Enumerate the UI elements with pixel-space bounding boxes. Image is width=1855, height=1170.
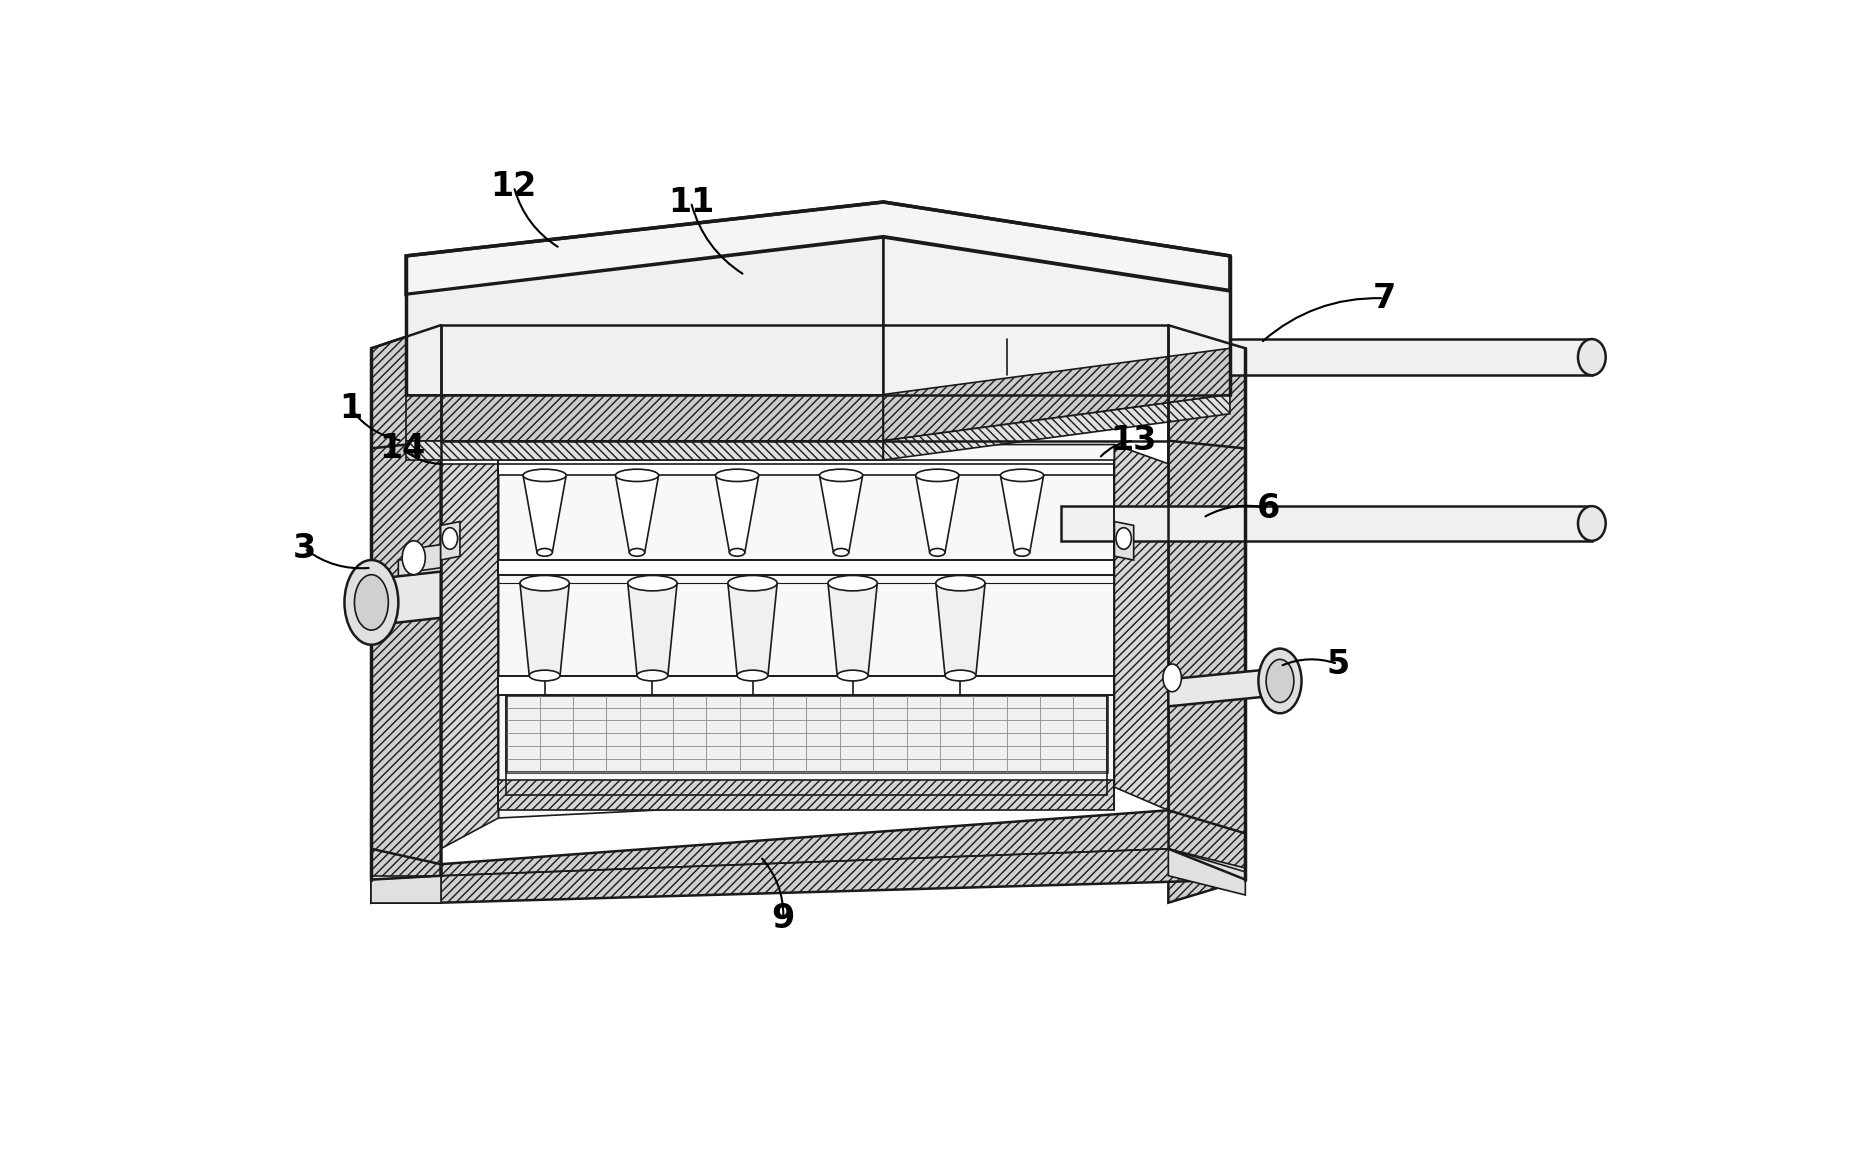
Text: 9: 9 <box>772 902 794 935</box>
Text: 7: 7 <box>1371 282 1395 315</box>
Polygon shape <box>1167 668 1284 707</box>
Polygon shape <box>523 475 566 552</box>
Ellipse shape <box>629 549 644 556</box>
Polygon shape <box>499 560 1113 576</box>
Text: 6: 6 <box>1256 491 1280 525</box>
Polygon shape <box>406 236 883 394</box>
Ellipse shape <box>627 576 677 591</box>
Polygon shape <box>883 236 1230 394</box>
Polygon shape <box>506 695 1106 772</box>
Polygon shape <box>627 583 677 675</box>
Polygon shape <box>1167 325 1245 448</box>
Ellipse shape <box>929 549 944 556</box>
Ellipse shape <box>1000 469 1043 482</box>
Ellipse shape <box>523 469 566 482</box>
Polygon shape <box>371 325 440 448</box>
Ellipse shape <box>1577 339 1605 376</box>
Polygon shape <box>1000 475 1043 552</box>
Ellipse shape <box>827 576 877 591</box>
Ellipse shape <box>1265 660 1293 702</box>
Polygon shape <box>499 779 1113 811</box>
Ellipse shape <box>820 469 863 482</box>
Polygon shape <box>1167 848 1245 895</box>
Polygon shape <box>1059 507 1592 541</box>
Polygon shape <box>519 583 569 675</box>
Text: 12: 12 <box>490 170 536 204</box>
Ellipse shape <box>833 549 848 556</box>
Polygon shape <box>935 583 985 675</box>
Polygon shape <box>499 675 1113 695</box>
Polygon shape <box>414 545 440 572</box>
Ellipse shape <box>736 670 768 681</box>
Polygon shape <box>406 202 1230 295</box>
Polygon shape <box>827 583 877 675</box>
Polygon shape <box>716 475 759 552</box>
Ellipse shape <box>345 560 399 645</box>
Ellipse shape <box>529 670 560 681</box>
Ellipse shape <box>441 528 458 549</box>
Polygon shape <box>399 556 440 606</box>
Ellipse shape <box>1163 665 1182 691</box>
Polygon shape <box>371 876 440 903</box>
Text: 1: 1 <box>339 392 362 425</box>
Text: 3: 3 <box>293 532 315 565</box>
Text: 13: 13 <box>1109 425 1156 457</box>
Polygon shape <box>883 349 1230 441</box>
Polygon shape <box>440 522 460 560</box>
Ellipse shape <box>1577 507 1605 541</box>
Ellipse shape <box>636 670 668 681</box>
Polygon shape <box>1167 426 1245 903</box>
Polygon shape <box>406 394 883 441</box>
Ellipse shape <box>729 549 744 556</box>
Ellipse shape <box>519 576 569 591</box>
Polygon shape <box>440 441 883 463</box>
Ellipse shape <box>536 549 553 556</box>
Polygon shape <box>371 848 440 903</box>
Ellipse shape <box>944 670 976 681</box>
Ellipse shape <box>935 576 985 591</box>
Polygon shape <box>440 445 499 848</box>
Polygon shape <box>1005 339 1592 376</box>
Text: 11: 11 <box>668 186 714 219</box>
Text: 14: 14 <box>378 432 425 464</box>
Polygon shape <box>371 572 440 626</box>
Polygon shape <box>499 460 1113 475</box>
Polygon shape <box>406 441 883 460</box>
Text: 5: 5 <box>1326 647 1349 681</box>
Polygon shape <box>820 475 863 552</box>
Polygon shape <box>727 583 777 675</box>
Polygon shape <box>1113 522 1133 560</box>
Ellipse shape <box>837 670 868 681</box>
Ellipse shape <box>915 469 959 482</box>
Polygon shape <box>440 811 1245 903</box>
Polygon shape <box>371 426 440 903</box>
Polygon shape <box>499 445 1113 818</box>
Ellipse shape <box>716 469 759 482</box>
Ellipse shape <box>1015 549 1030 556</box>
Ellipse shape <box>354 574 388 631</box>
Ellipse shape <box>727 576 777 591</box>
Polygon shape <box>616 475 659 552</box>
Polygon shape <box>1113 445 1167 811</box>
Ellipse shape <box>403 541 425 574</box>
Ellipse shape <box>1258 648 1300 714</box>
Polygon shape <box>915 475 959 552</box>
Ellipse shape <box>616 469 659 482</box>
Polygon shape <box>883 394 1230 460</box>
Ellipse shape <box>1115 528 1132 549</box>
